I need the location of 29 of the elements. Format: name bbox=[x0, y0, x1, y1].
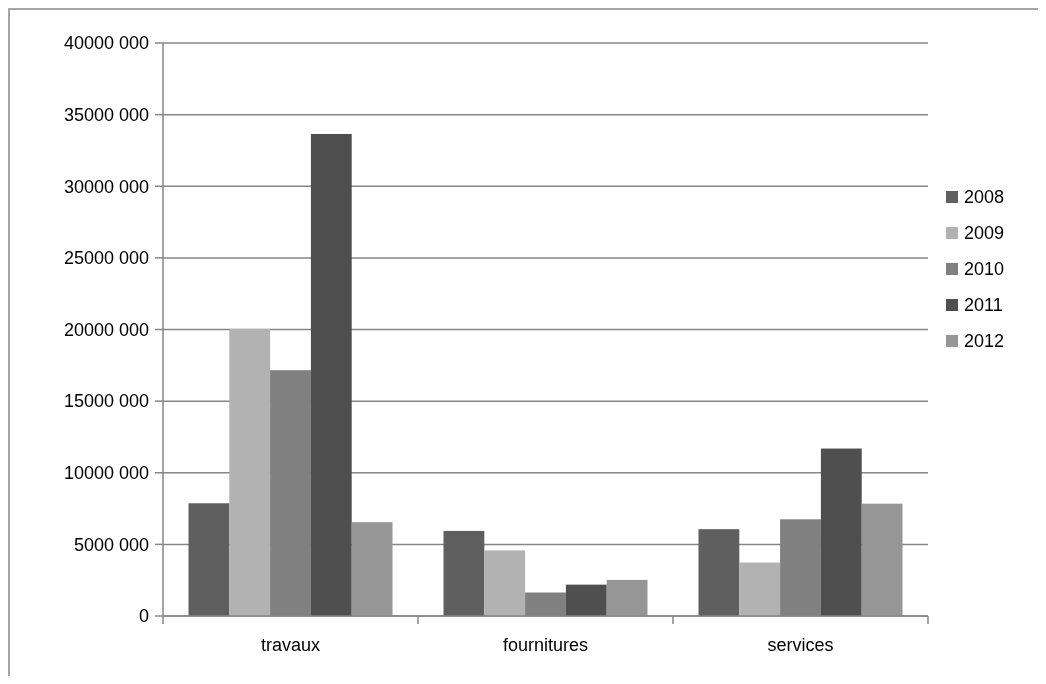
bar bbox=[606, 579, 648, 616]
legend-label: 2008 bbox=[964, 187, 1005, 208]
bar bbox=[698, 529, 740, 616]
x-tick-label: travaux bbox=[260, 635, 321, 655]
legend-label: 2012 bbox=[964, 331, 1005, 352]
legend-label: 2010 bbox=[964, 259, 1005, 280]
bar bbox=[484, 550, 526, 616]
legend-label: 2009 bbox=[964, 223, 1005, 244]
y-tick-label: 5000 000 bbox=[73, 534, 149, 555]
legend-label: 2011 bbox=[964, 295, 1003, 316]
bar bbox=[820, 448, 862, 616]
bar bbox=[310, 133, 352, 616]
bar bbox=[861, 503, 903, 616]
y-tick-label: 15000 000 bbox=[63, 391, 149, 412]
bar bbox=[565, 584, 607, 616]
bar bbox=[443, 530, 485, 616]
y-tick-label: 30000 000 bbox=[63, 176, 149, 197]
x-tick-label: services bbox=[767, 635, 834, 655]
bar bbox=[229, 328, 271, 616]
y-tick-label: 0 bbox=[138, 606, 149, 627]
y-tick-label: 10000 000 bbox=[63, 463, 149, 484]
bar bbox=[351, 522, 393, 616]
y-tick-label: 35000 000 bbox=[63, 104, 149, 125]
y-tick-label: 25000 000 bbox=[63, 248, 149, 269]
y-tick-label: 20000 000 bbox=[63, 319, 149, 340]
x-tick-label: fournitures bbox=[502, 635, 589, 655]
y-tick-label: 40000 000 bbox=[63, 33, 149, 54]
bar bbox=[188, 503, 230, 616]
bar bbox=[739, 562, 781, 616]
